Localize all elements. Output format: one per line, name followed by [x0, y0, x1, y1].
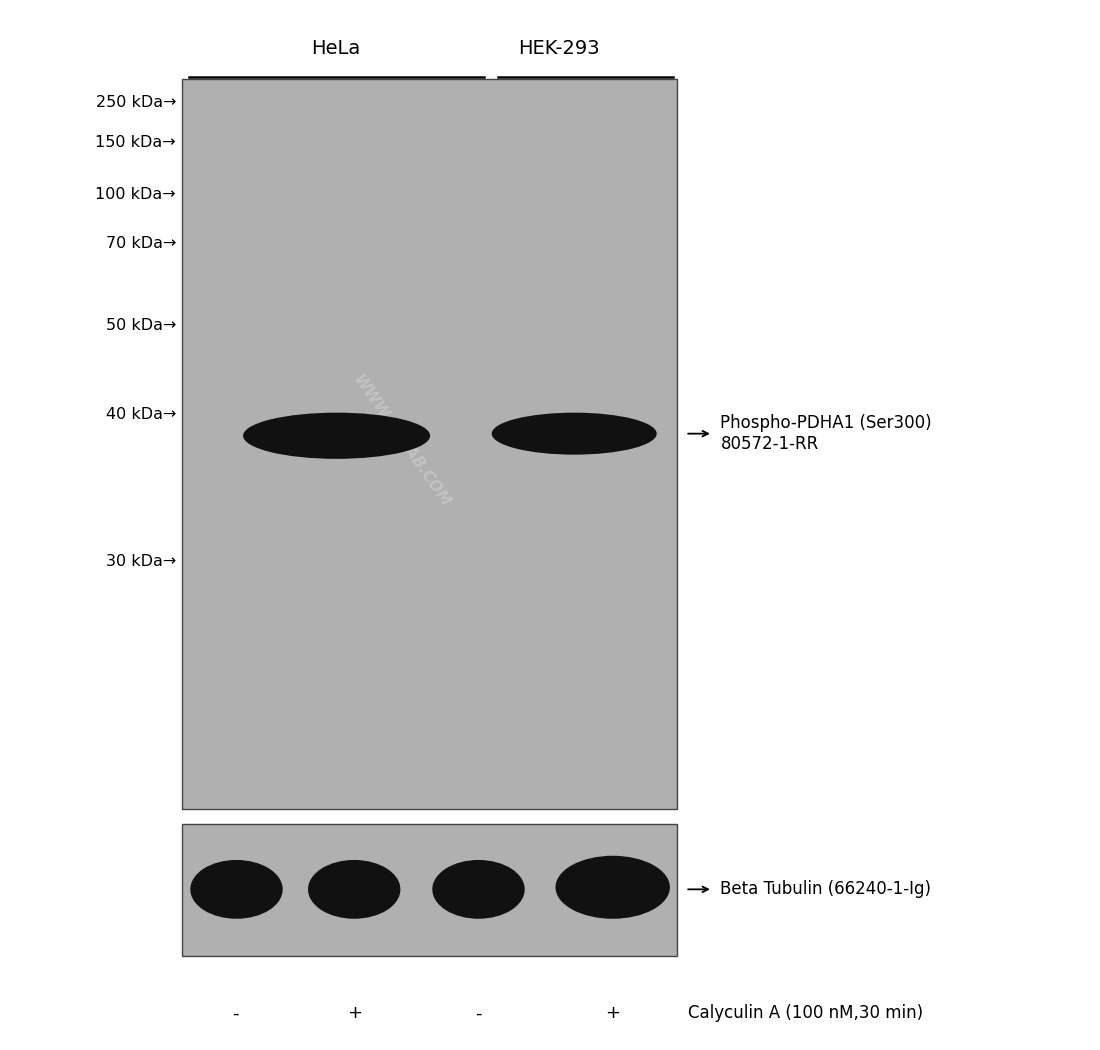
Text: 30 kDa→: 30 kDa→	[106, 554, 176, 569]
Text: Beta Tubulin (66240-1-Ig): Beta Tubulin (66240-1-Ig)	[720, 880, 932, 899]
Text: +: +	[605, 1004, 620, 1023]
Text: HEK-293: HEK-293	[518, 39, 600, 58]
Bar	[182, 824, 676, 956]
Text: 250 kDa→: 250 kDa→	[96, 96, 176, 110]
Text: -: -	[232, 1004, 239, 1023]
Text: 40 kDa→: 40 kDa→	[106, 407, 176, 422]
Text: HeLa: HeLa	[311, 39, 360, 58]
Ellipse shape	[308, 860, 400, 919]
Text: 150 kDa→: 150 kDa→	[96, 135, 176, 150]
Text: 70 kDa→: 70 kDa→	[106, 236, 176, 251]
Text: WWW.PTGAB.COM: WWW.PTGAB.COM	[350, 372, 453, 510]
Ellipse shape	[556, 856, 670, 919]
Text: +: +	[346, 1004, 362, 1023]
Ellipse shape	[492, 413, 657, 455]
Text: 50 kDa→: 50 kDa→	[106, 318, 176, 333]
Ellipse shape	[243, 413, 430, 459]
Text: -: -	[475, 1004, 482, 1023]
Ellipse shape	[190, 860, 283, 919]
Ellipse shape	[432, 860, 525, 919]
Text: Calyculin A (100 nM,30 min): Calyculin A (100 nM,30 min)	[688, 1004, 923, 1023]
Bar	[182, 79, 676, 809]
Text: Phospho-PDHA1 (Ser300)
80572-1-RR: Phospho-PDHA1 (Ser300) 80572-1-RR	[720, 415, 932, 453]
Text: 100 kDa→: 100 kDa→	[96, 187, 176, 202]
